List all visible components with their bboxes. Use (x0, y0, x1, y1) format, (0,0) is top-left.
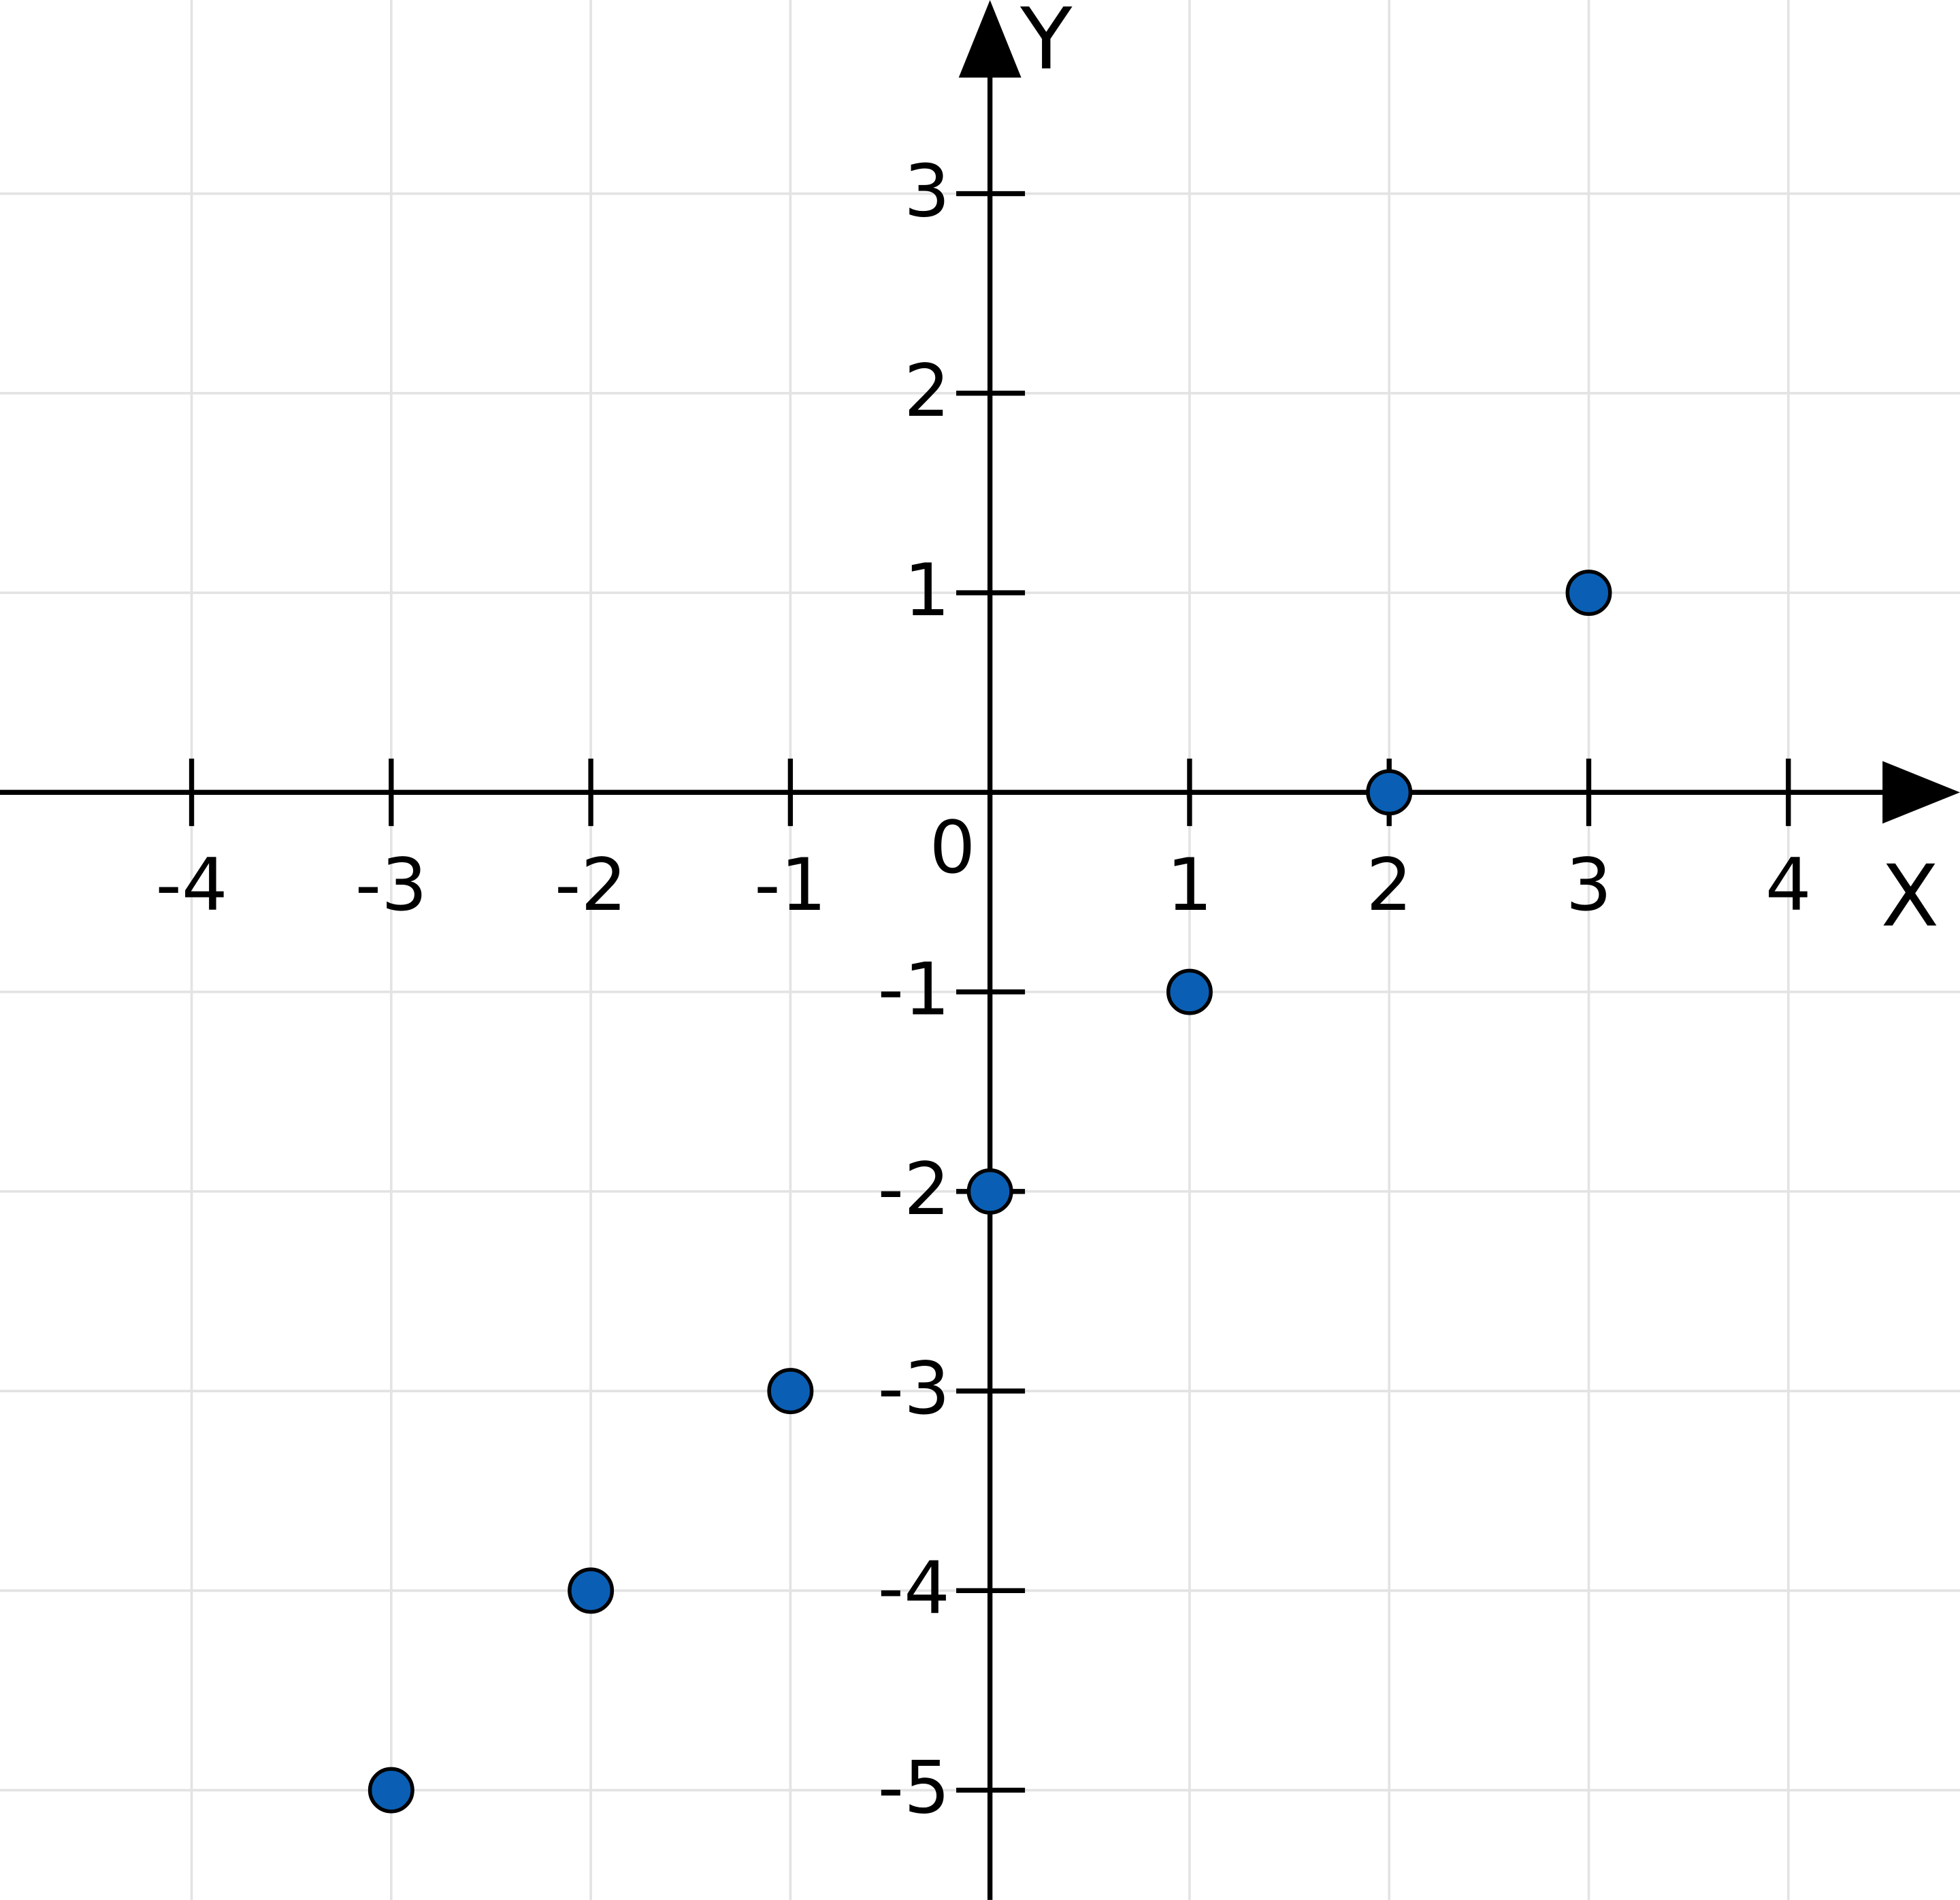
x-tick-label: 1 (1166, 843, 1213, 928)
y-tick-label: 2 (904, 349, 950, 433)
marks (368, 570, 1612, 1814)
data-point (966, 1168, 1013, 1215)
y-tick-label: -2 (878, 1147, 950, 1232)
x-axis-label: X (1881, 847, 1940, 946)
x-tick-label: -4 (155, 843, 227, 928)
x-tick-label: -1 (754, 843, 826, 928)
y-tick-label: -5 (878, 1746, 950, 1831)
x-tick-label: 2 (1366, 843, 1412, 928)
y-axis-label: Y (1019, 0, 1073, 88)
y-tick-label: -4 (878, 1546, 950, 1631)
y-tick-label: 1 (904, 548, 950, 633)
data-point (1366, 769, 1413, 816)
y-tick-label: -3 (878, 1347, 950, 1431)
x-tick-label: 3 (1566, 843, 1612, 928)
data-point (1565, 570, 1612, 617)
x-tick-label: -2 (555, 843, 627, 928)
y-tick-label: 3 (904, 150, 950, 234)
x-tick-label: -3 (355, 843, 427, 928)
origin-label: 0 (930, 806, 976, 890)
data-point (568, 1567, 615, 1614)
x-tick-label: 4 (1765, 843, 1812, 928)
x-axis-arrow (1882, 761, 1960, 824)
data-point (767, 1368, 814, 1415)
y-tick-label: -1 (878, 948, 950, 1032)
y-axis-arrow (958, 0, 1022, 78)
data-point (368, 1767, 414, 1814)
data-point (1166, 968, 1213, 1015)
